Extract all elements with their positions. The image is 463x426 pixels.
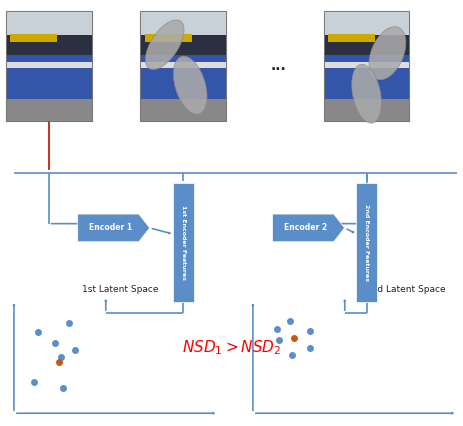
Ellipse shape: [145, 20, 184, 69]
FancyBboxPatch shape: [323, 62, 408, 68]
Text: 1st Encoder Features: 1st Encoder Features: [181, 205, 185, 280]
FancyBboxPatch shape: [323, 99, 408, 121]
Polygon shape: [272, 214, 344, 242]
FancyBboxPatch shape: [6, 11, 92, 64]
FancyBboxPatch shape: [140, 99, 225, 121]
Polygon shape: [77, 214, 149, 242]
Ellipse shape: [368, 27, 405, 80]
Text: 2nd Latent Space: 2nd Latent Space: [365, 285, 445, 294]
FancyBboxPatch shape: [323, 11, 408, 64]
FancyBboxPatch shape: [144, 34, 192, 42]
Text: 1st Latent Space: 1st Latent Space: [81, 285, 158, 294]
FancyBboxPatch shape: [6, 99, 92, 121]
FancyBboxPatch shape: [6, 35, 92, 57]
FancyBboxPatch shape: [327, 34, 374, 42]
FancyBboxPatch shape: [323, 11, 408, 121]
FancyBboxPatch shape: [356, 183, 376, 302]
FancyBboxPatch shape: [6, 62, 92, 68]
FancyBboxPatch shape: [10, 34, 57, 42]
FancyBboxPatch shape: [172, 183, 193, 302]
FancyBboxPatch shape: [140, 62, 225, 68]
Text: ...: ...: [270, 59, 286, 73]
FancyBboxPatch shape: [323, 55, 408, 101]
Text: Encoder 2: Encoder 2: [283, 223, 326, 233]
Text: 2nd Encoder Features: 2nd Encoder Features: [363, 204, 368, 281]
FancyBboxPatch shape: [140, 55, 225, 101]
Text: Encoder 1: Encoder 1: [89, 223, 131, 233]
FancyBboxPatch shape: [140, 11, 225, 121]
FancyBboxPatch shape: [6, 55, 92, 101]
FancyBboxPatch shape: [140, 11, 225, 64]
FancyBboxPatch shape: [6, 11, 92, 121]
Ellipse shape: [173, 56, 206, 114]
FancyBboxPatch shape: [140, 35, 225, 57]
Text: $NSD_1 > NSD_2$: $NSD_1 > NSD_2$: [182, 338, 281, 357]
Ellipse shape: [351, 64, 381, 123]
FancyBboxPatch shape: [323, 35, 408, 57]
